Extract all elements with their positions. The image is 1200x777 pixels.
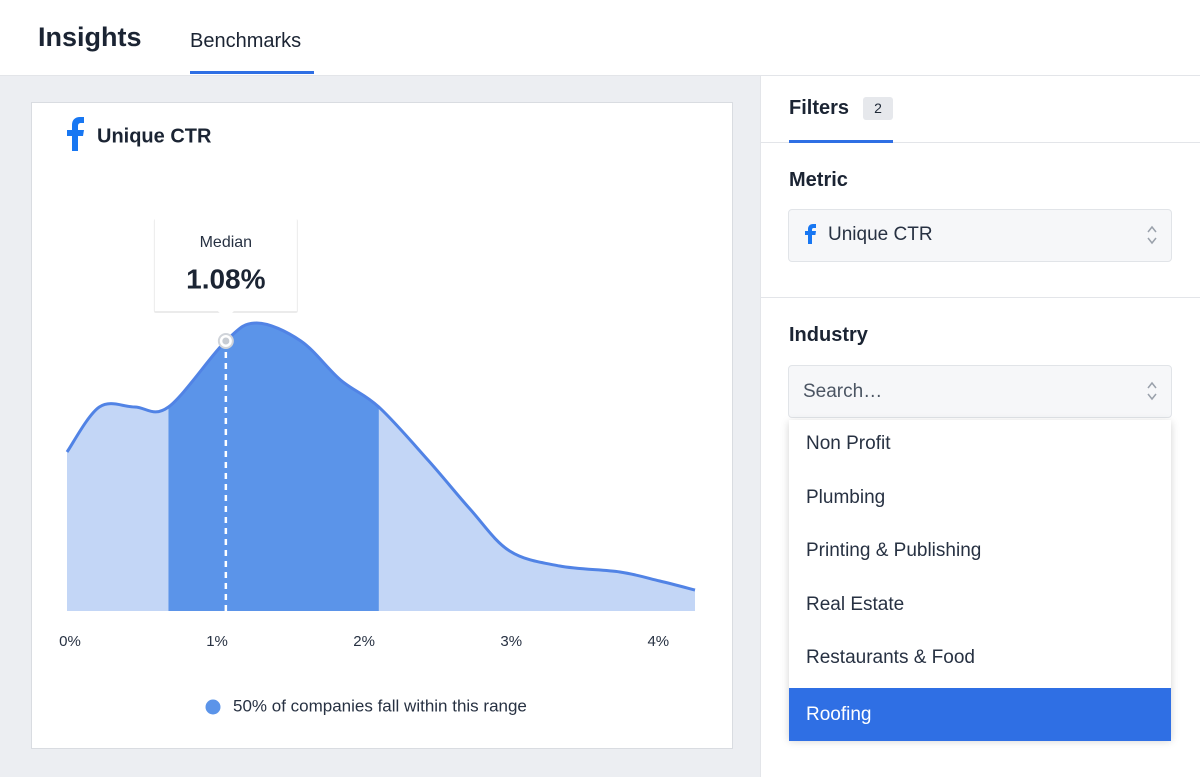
tooltip-pointer <box>217 311 234 320</box>
option[interactable]: Non Profit <box>806 433 891 454</box>
option[interactable]: Restaurants & Food <box>806 647 975 668</box>
tab[interactable]: Benchmarks <box>190 30 302 52</box>
option[interactable]: Plumbing <box>806 486 886 508</box>
header: Insights Benchmarks <box>0 0 1200 76</box>
metric-select[interactable]: Unique CTR <box>788 209 1172 262</box>
divider <box>761 142 1200 143</box>
divider <box>761 297 1200 298</box>
facebook-icon <box>67 117 84 151</box>
chart: Unique CTR Median 1.08% 0% 1% 2% 3% 4% 50% of c… <box>59 117 696 715</box>
x-tick-label: 2% <box>353 633 375 650</box>
chevrons <box>1147 381 1157 401</box>
option-selected[interactable]: Roofing <box>789 687 1171 741</box>
range-band <box>168 323 379 611</box>
line <box>65 321 696 592</box>
dropdown: Non Profit Plumbing Printing & Publishing R… <box>789 420 1171 741</box>
x-tick-label: 3% <box>500 633 522 650</box>
option[interactable]: Printing & Publishing <box>806 540 982 561</box>
tooltip-value: 1.08% <box>186 263 265 294</box>
option[interactable]: Real Estate <box>806 593 905 615</box>
filters-tab[interactable]: Filters <box>789 97 850 119</box>
tooltip <box>154 218 297 311</box>
x-tick-label: 0% <box>59 633 81 650</box>
legend-dot <box>205 699 221 715</box>
tab-underline <box>789 140 893 143</box>
chevrons <box>1147 225 1157 245</box>
median-dot-inner <box>222 337 230 345</box>
area <box>67 323 695 611</box>
metric-label: Metric <box>789 169 848 191</box>
tooltip-title: Median <box>200 234 252 251</box>
filters-panel: Filters 2 Metric Unique CTR Industry Sea… <box>760 76 1200 777</box>
x-tick-label: 1% <box>206 633 228 650</box>
search-placeholder: Search… <box>803 381 883 402</box>
industry-search[interactable]: Search… <box>788 365 1172 418</box>
industry-label: Industry <box>789 324 868 346</box>
chart-title: Unique CTR <box>97 125 212 147</box>
tab-underline <box>190 71 314 74</box>
x-tick-label: 4% <box>647 633 669 650</box>
facebook-icon <box>805 224 816 244</box>
metric-value: Unique CTR <box>828 224 933 245</box>
page-title: Insights <box>38 22 142 52</box>
legend-text: 50% of companies fall within this range <box>233 696 527 715</box>
filter-count: 2 <box>863 97 893 120</box>
